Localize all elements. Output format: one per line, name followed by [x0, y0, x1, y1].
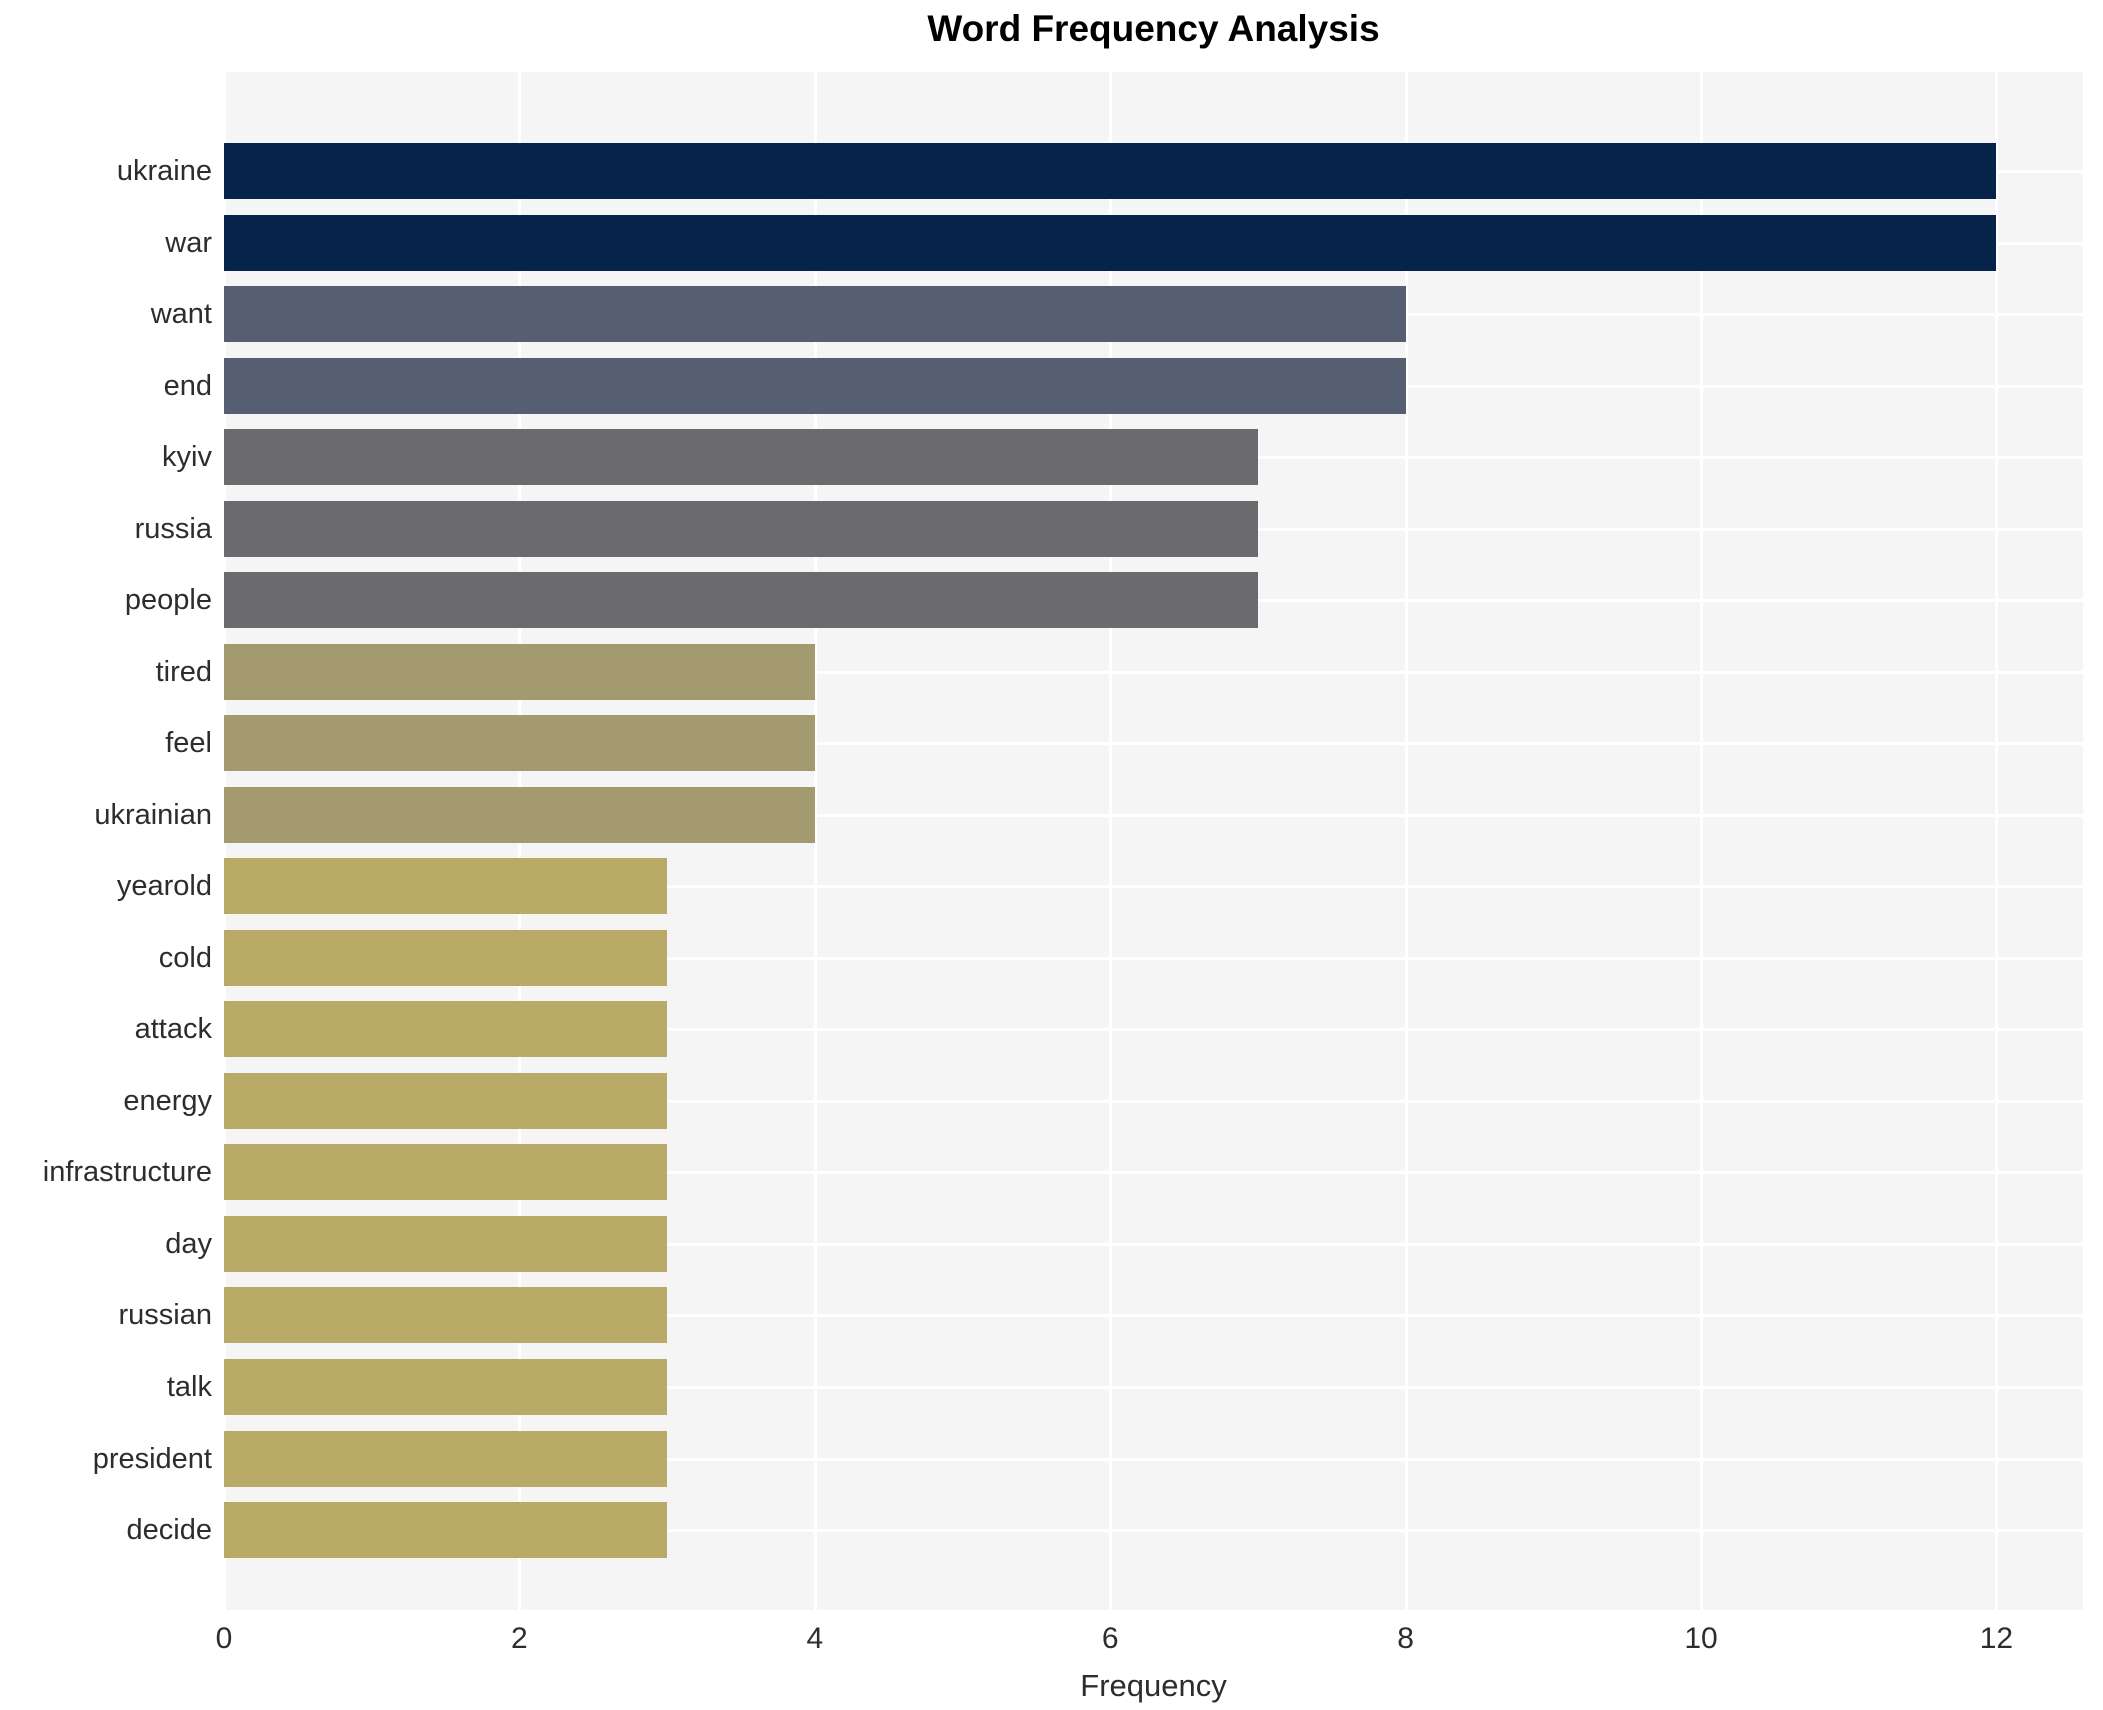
y-tick-label-tired: tired [155, 655, 212, 688]
y-tick-label-war: war [165, 226, 212, 259]
x-tick-label-4: 4 [806, 1622, 824, 1655]
y-gridline-talk [224, 1386, 2083, 1389]
y-tick-label-end: end [163, 369, 212, 402]
bar-energy [224, 1072, 668, 1129]
y-gridline-yearold [224, 885, 2083, 889]
y-gridline-day [224, 1242, 2083, 1246]
y-gridline-attack [224, 1028, 2083, 1032]
y-gridline-president [224, 1457, 2083, 1461]
y-gridline-feel [224, 742, 2083, 746]
x-tick-label-12: 12 [1979, 1622, 2014, 1655]
x-tick-label-2: 2 [511, 1622, 528, 1655]
y-tick-label-kyiv: kyiv [162, 441, 212, 474]
x-axis-title: Frequency [1080, 1668, 1227, 1703]
y-gridline-tired [224, 670, 2083, 674]
x-tick-label-8: 8 [1397, 1622, 1414, 1655]
y-tick-label-ukrainian: ukrainian [94, 798, 212, 831]
bar-attack [224, 1001, 668, 1058]
y-tick-label-yearold: yearold [116, 870, 212, 903]
bar-day [224, 1215, 668, 1272]
y-tick-label-people: people [124, 584, 212, 617]
x-tick-label-10: 10 [1684, 1622, 1718, 1655]
bar-feel [224, 715, 815, 772]
plot-area [223, 72, 2083, 1610]
bar-talk [224, 1359, 668, 1415]
y-tick-label-day: day [165, 1227, 212, 1260]
y-gridline-russian [224, 1314, 2083, 1318]
bar-decide [224, 1502, 668, 1559]
bar-want [224, 286, 1406, 343]
y-tick-label-energy: energy [123, 1084, 212, 1117]
y-tick-label-president: president [92, 1442, 212, 1475]
y-tick-label-russian: russian [118, 1299, 213, 1332]
y-gridline-energy [224, 1099, 2083, 1103]
y-tick-label-feel: feel [165, 727, 212, 760]
y-tick-label-infrastructure: infrastructure [42, 1156, 212, 1189]
y-tick-label-talk: talk [166, 1371, 212, 1403]
y-tick-label-russia: russia [134, 512, 212, 545]
bar-people [224, 572, 1258, 629]
bar-cold [224, 929, 668, 986]
bar-russian [224, 1287, 668, 1344]
x-gridline-6 [1109, 72, 1113, 1610]
x-tick-label-0: 0 [215, 1622, 233, 1655]
y-tick-label-decide: decide [126, 1514, 212, 1547]
bar-war [224, 214, 1997, 271]
y-tick-label-want: want [150, 298, 212, 331]
y-gridline-infrastructure [224, 1171, 2083, 1175]
y-tick-label-ukraine: ukraine [116, 155, 212, 187]
bar-infrastructure [224, 1144, 668, 1201]
x-gridline-12 [1995, 72, 1999, 1610]
bar-tired [224, 643, 815, 700]
y-gridline-ukrainian [224, 813, 2083, 817]
chart-title: Word Frequency Analysis [927, 8, 1380, 49]
x-gridline-8 [1404, 72, 1408, 1610]
x-gridline-4 [813, 72, 817, 1610]
bar-russia [224, 500, 1258, 557]
bar-ukraine [224, 143, 1997, 199]
y-gridline-decide [224, 1529, 2083, 1533]
bar-ukrainian [224, 786, 815, 843]
bar-president [224, 1430, 668, 1487]
bar-end [224, 357, 1406, 414]
bar-yearold [224, 858, 668, 915]
bar-kyiv [224, 429, 1258, 486]
y-tick-label-cold: cold [158, 941, 212, 974]
x-tick-label-6: 6 [1101, 1622, 1119, 1655]
y-gridline-cold [224, 956, 2083, 960]
x-gridline-10 [1700, 72, 1703, 1610]
y-tick-label-attack: attack [134, 1013, 212, 1046]
